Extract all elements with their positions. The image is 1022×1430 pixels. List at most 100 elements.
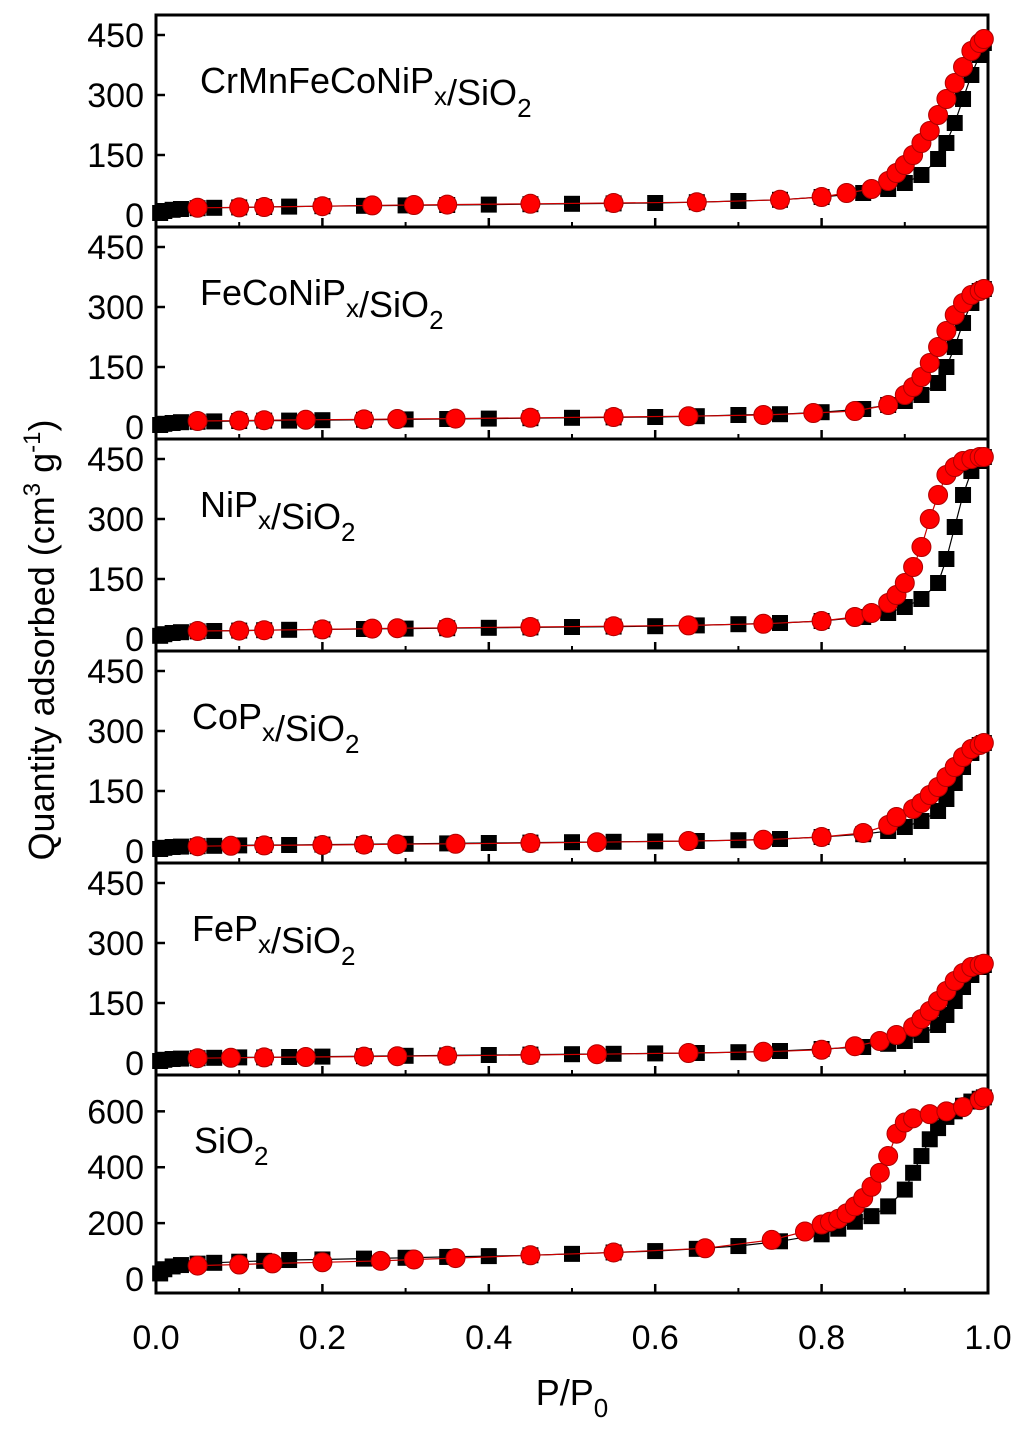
data-point-square [930, 575, 947, 591]
data-point-square [172, 1257, 189, 1274]
data-point-square [938, 359, 955, 375]
data-point-circle [936, 89, 957, 109]
data-point-square [938, 1007, 955, 1023]
series-desorption [187, 1087, 994, 1276]
y-tick-label: 0 [125, 197, 144, 235]
panel-3: 0 150 300 450 NiPx/SiO2 [87, 437, 994, 659]
data-point-circle [403, 1249, 424, 1270]
data-point-circle [803, 403, 824, 423]
data-point-circle [254, 410, 275, 431]
data-point-circle [387, 1046, 408, 1067]
data-point-square [913, 591, 930, 607]
data-point-circle [973, 733, 994, 753]
data-point-circle [678, 831, 699, 851]
data-point-square [946, 339, 963, 355]
data-point-square [930, 375, 947, 391]
data-point-square [863, 1208, 880, 1225]
data-point-circle [254, 835, 275, 856]
data-point-circle [678, 1043, 699, 1063]
data-point-square [480, 1248, 497, 1265]
series-desorption [187, 953, 994, 1069]
y-tick-label: 400 [87, 1149, 144, 1187]
data-point-circle [187, 1048, 208, 1069]
data-point-circle [753, 405, 774, 425]
x-tick-label: 1.0 [964, 1319, 1011, 1357]
x-tick-label: 0.0 [132, 1319, 179, 1357]
data-point-circle [811, 1039, 832, 1060]
data-point-square [281, 412, 298, 429]
data-point-circle [312, 619, 333, 640]
panel-title: CrMnFeCoNiPx/SiO2 [200, 60, 532, 123]
data-point-circle [919, 1104, 940, 1125]
data-point-circle [861, 179, 882, 199]
series-desorption [187, 29, 994, 218]
data-point-square [356, 1250, 372, 1267]
data-point-circle [886, 807, 907, 827]
data-point-circle [187, 836, 208, 857]
data-point-circle [603, 407, 624, 427]
y-tick-label: 0 [125, 833, 144, 871]
y-tick-label: 450 [87, 653, 144, 691]
data-point-circle [362, 618, 383, 639]
data-point-circle [878, 395, 899, 415]
data-point-circle [603, 1242, 624, 1263]
data-point-circle [520, 407, 541, 428]
y-tick-label: 150 [87, 773, 144, 811]
y-tick-label: 450 [87, 865, 144, 903]
data-point-circle [903, 557, 924, 577]
panel-5: 0 150 300 450 FePx/SiO2 [87, 861, 994, 1083]
data-point-circle [869, 1162, 890, 1183]
x-tick-labels: 0.0 0.2 0.4 0.6 0.8 1.0 [132, 1319, 1011, 1357]
data-point-circle [944, 73, 965, 93]
data-point-circle [928, 337, 949, 357]
data-point-circle [869, 1031, 890, 1051]
x-tick-label: 0.6 [632, 1319, 679, 1357]
data-point-circle [919, 121, 940, 141]
data-point-circle [520, 193, 541, 214]
y-axis-label: Quantity adsorbed (cm3 g-1) [19, 420, 62, 861]
x-axis-title: P/P0 [536, 1372, 609, 1423]
data-point-circle [936, 321, 957, 341]
panel-title: NiPx/SiO2 [200, 484, 356, 547]
y-tick-label: 200 [87, 1205, 144, 1243]
y-tick-label: 450 [87, 17, 144, 55]
data-point-square [880, 1198, 897, 1215]
data-point-circle [445, 408, 466, 429]
panel-1: 0 150 300 450 CrMnFeCoNiPx/SiO2 [87, 13, 994, 235]
x-axis-label: P/P0 [536, 1372, 609, 1423]
data-point-square [281, 1252, 298, 1269]
data-point-circle [894, 573, 915, 593]
data-point-square [172, 838, 189, 855]
data-point-square [955, 487, 972, 503]
data-point-circle [811, 187, 832, 207]
data-point-circle [919, 509, 940, 529]
data-point-square [730, 1238, 747, 1255]
data-point-square [955, 91, 972, 107]
data-point-circle [354, 1046, 374, 1067]
data-point-circle [861, 603, 882, 623]
data-point-circle [928, 485, 949, 505]
data-point-circle [295, 409, 316, 430]
x-tick-label: 0.4 [465, 1319, 512, 1357]
panel-title: FeCoNiPx/SiO2 [200, 272, 444, 335]
data-point-square [172, 624, 189, 641]
data-point-circle [262, 1253, 283, 1274]
data-point-square [938, 135, 955, 151]
x-tick-label: 0.2 [299, 1319, 346, 1357]
data-point-circle [844, 401, 865, 421]
y-tick-label: 150 [87, 985, 144, 1023]
data-point-circle [603, 193, 624, 213]
y-tick-label: 150 [87, 349, 144, 387]
data-point-circle [886, 1025, 907, 1045]
y-tick-label: 0 [125, 1261, 144, 1299]
data-point-circle [911, 537, 932, 557]
data-point-circle [387, 409, 408, 429]
x-tick-label: 0.8 [798, 1319, 845, 1357]
data-point-circle [437, 194, 458, 215]
data-point-circle [187, 621, 208, 641]
data-point-circle [520, 1045, 541, 1065]
y-axis-title: Quantity adsorbed (cm3 g-1) [19, 420, 62, 861]
data-point-circle [445, 1248, 466, 1269]
panel-title: CoPx/SiO2 [192, 696, 360, 759]
